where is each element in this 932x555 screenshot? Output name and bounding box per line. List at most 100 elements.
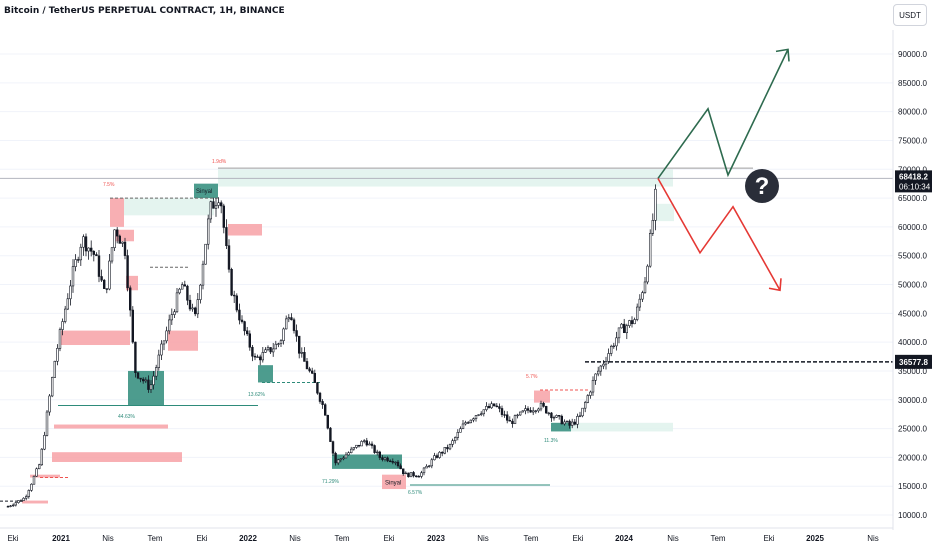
zone-box (114, 229, 134, 242)
candle-body (524, 408, 527, 412)
percent-annotation: 71.29% (322, 479, 340, 485)
candle-body (323, 404, 327, 416)
last-price-badge (895, 170, 932, 193)
candle-body (178, 288, 181, 294)
candle-body (227, 245, 231, 270)
candle-body (32, 475, 36, 485)
candle-body (12, 504, 15, 507)
candle-body (547, 412, 551, 415)
candle-body (622, 323, 626, 334)
time-tick-label: Nis (102, 534, 114, 543)
price-tick-label: 60000.0 (898, 223, 927, 232)
zone-box (126, 275, 138, 291)
level-value: 36577.8 (899, 358, 928, 367)
candle-body (498, 406, 501, 409)
zone-box (382, 474, 406, 490)
projection-up-line (657, 49, 789, 179)
candle-body (485, 406, 488, 411)
zone-label: Sinyal (385, 481, 401, 487)
candle-body (212, 201, 215, 209)
candle-body (529, 410, 532, 413)
candle-body (490, 403, 493, 409)
candle-body (277, 343, 280, 345)
candle-body (381, 457, 384, 460)
candle-body (417, 476, 420, 478)
candle-body (602, 363, 605, 367)
time-tick-label: Nis (867, 534, 879, 543)
candle-body (365, 440, 368, 446)
candle-body (339, 458, 342, 461)
candle-body (188, 299, 192, 310)
candle-body (357, 444, 361, 447)
candle-body (45, 411, 49, 436)
zone-box (60, 330, 130, 346)
candle-body (152, 375, 155, 386)
candle-body (71, 266, 75, 287)
candle-body (168, 319, 171, 332)
candle-body (48, 395, 51, 413)
question-mark-icon (745, 169, 779, 203)
zone-box (194, 183, 218, 199)
candle-body (568, 420, 571, 426)
candle-body (27, 490, 30, 497)
time-tick-label: Nis (289, 534, 301, 543)
candle-body (303, 352, 306, 362)
candle-body (139, 377, 142, 380)
candle-body (448, 444, 452, 450)
candle-body (142, 378, 145, 382)
candle-body (292, 319, 296, 331)
zone-box (571, 422, 673, 432)
candle-body (482, 409, 485, 415)
candle-body (240, 319, 244, 322)
zone-box (228, 223, 262, 236)
candle-body (531, 410, 535, 413)
candle-body (9, 505, 12, 507)
candle-body (487, 406, 491, 409)
candle-body (565, 420, 569, 423)
candle-body (326, 414, 329, 429)
currency-selector[interactable]: USDT (893, 4, 927, 26)
candle-body (641, 292, 644, 300)
candle-body (461, 423, 465, 429)
candle-body (196, 299, 199, 315)
candle-body (552, 416, 556, 419)
candle-body (440, 451, 444, 454)
candle-body (617, 327, 621, 339)
price-tick-label: 50000.0 (898, 281, 927, 290)
candle-body (427, 465, 431, 467)
candle-body (155, 367, 158, 377)
candle-body (513, 415, 517, 425)
zone-box (52, 452, 182, 462)
candle-body (526, 408, 530, 411)
price-tick-label: 65000.0 (898, 194, 927, 203)
time-tick-label: Nis (667, 534, 679, 543)
candle-body (191, 307, 194, 310)
zone-box (168, 330, 198, 351)
candle-body (534, 410, 538, 412)
price-tick-label: 30000.0 (898, 396, 927, 405)
candle-body (258, 356, 262, 361)
candle-body (113, 229, 116, 249)
candle-body (412, 472, 415, 477)
price-tick-label: 85000.0 (898, 79, 927, 88)
candle-body (126, 255, 129, 289)
candle-body (56, 348, 59, 362)
candle-body (238, 309, 241, 321)
candle-body (589, 391, 592, 396)
price-tick-label: 15000.0 (898, 482, 927, 491)
candle-body (331, 441, 335, 454)
candle-body (217, 202, 220, 206)
candle-body (313, 372, 316, 383)
time-tick-label: Eki (763, 534, 774, 543)
price-tick-label: 40000.0 (898, 338, 927, 347)
candle-body (407, 472, 410, 478)
candle-body (651, 220, 655, 234)
candle-body (95, 254, 98, 257)
price-tick-label: 70000.0 (898, 165, 927, 174)
candle-body (105, 288, 109, 290)
zone-box (30, 474, 60, 478)
candle-body (620, 323, 623, 329)
candle-body (386, 457, 389, 462)
